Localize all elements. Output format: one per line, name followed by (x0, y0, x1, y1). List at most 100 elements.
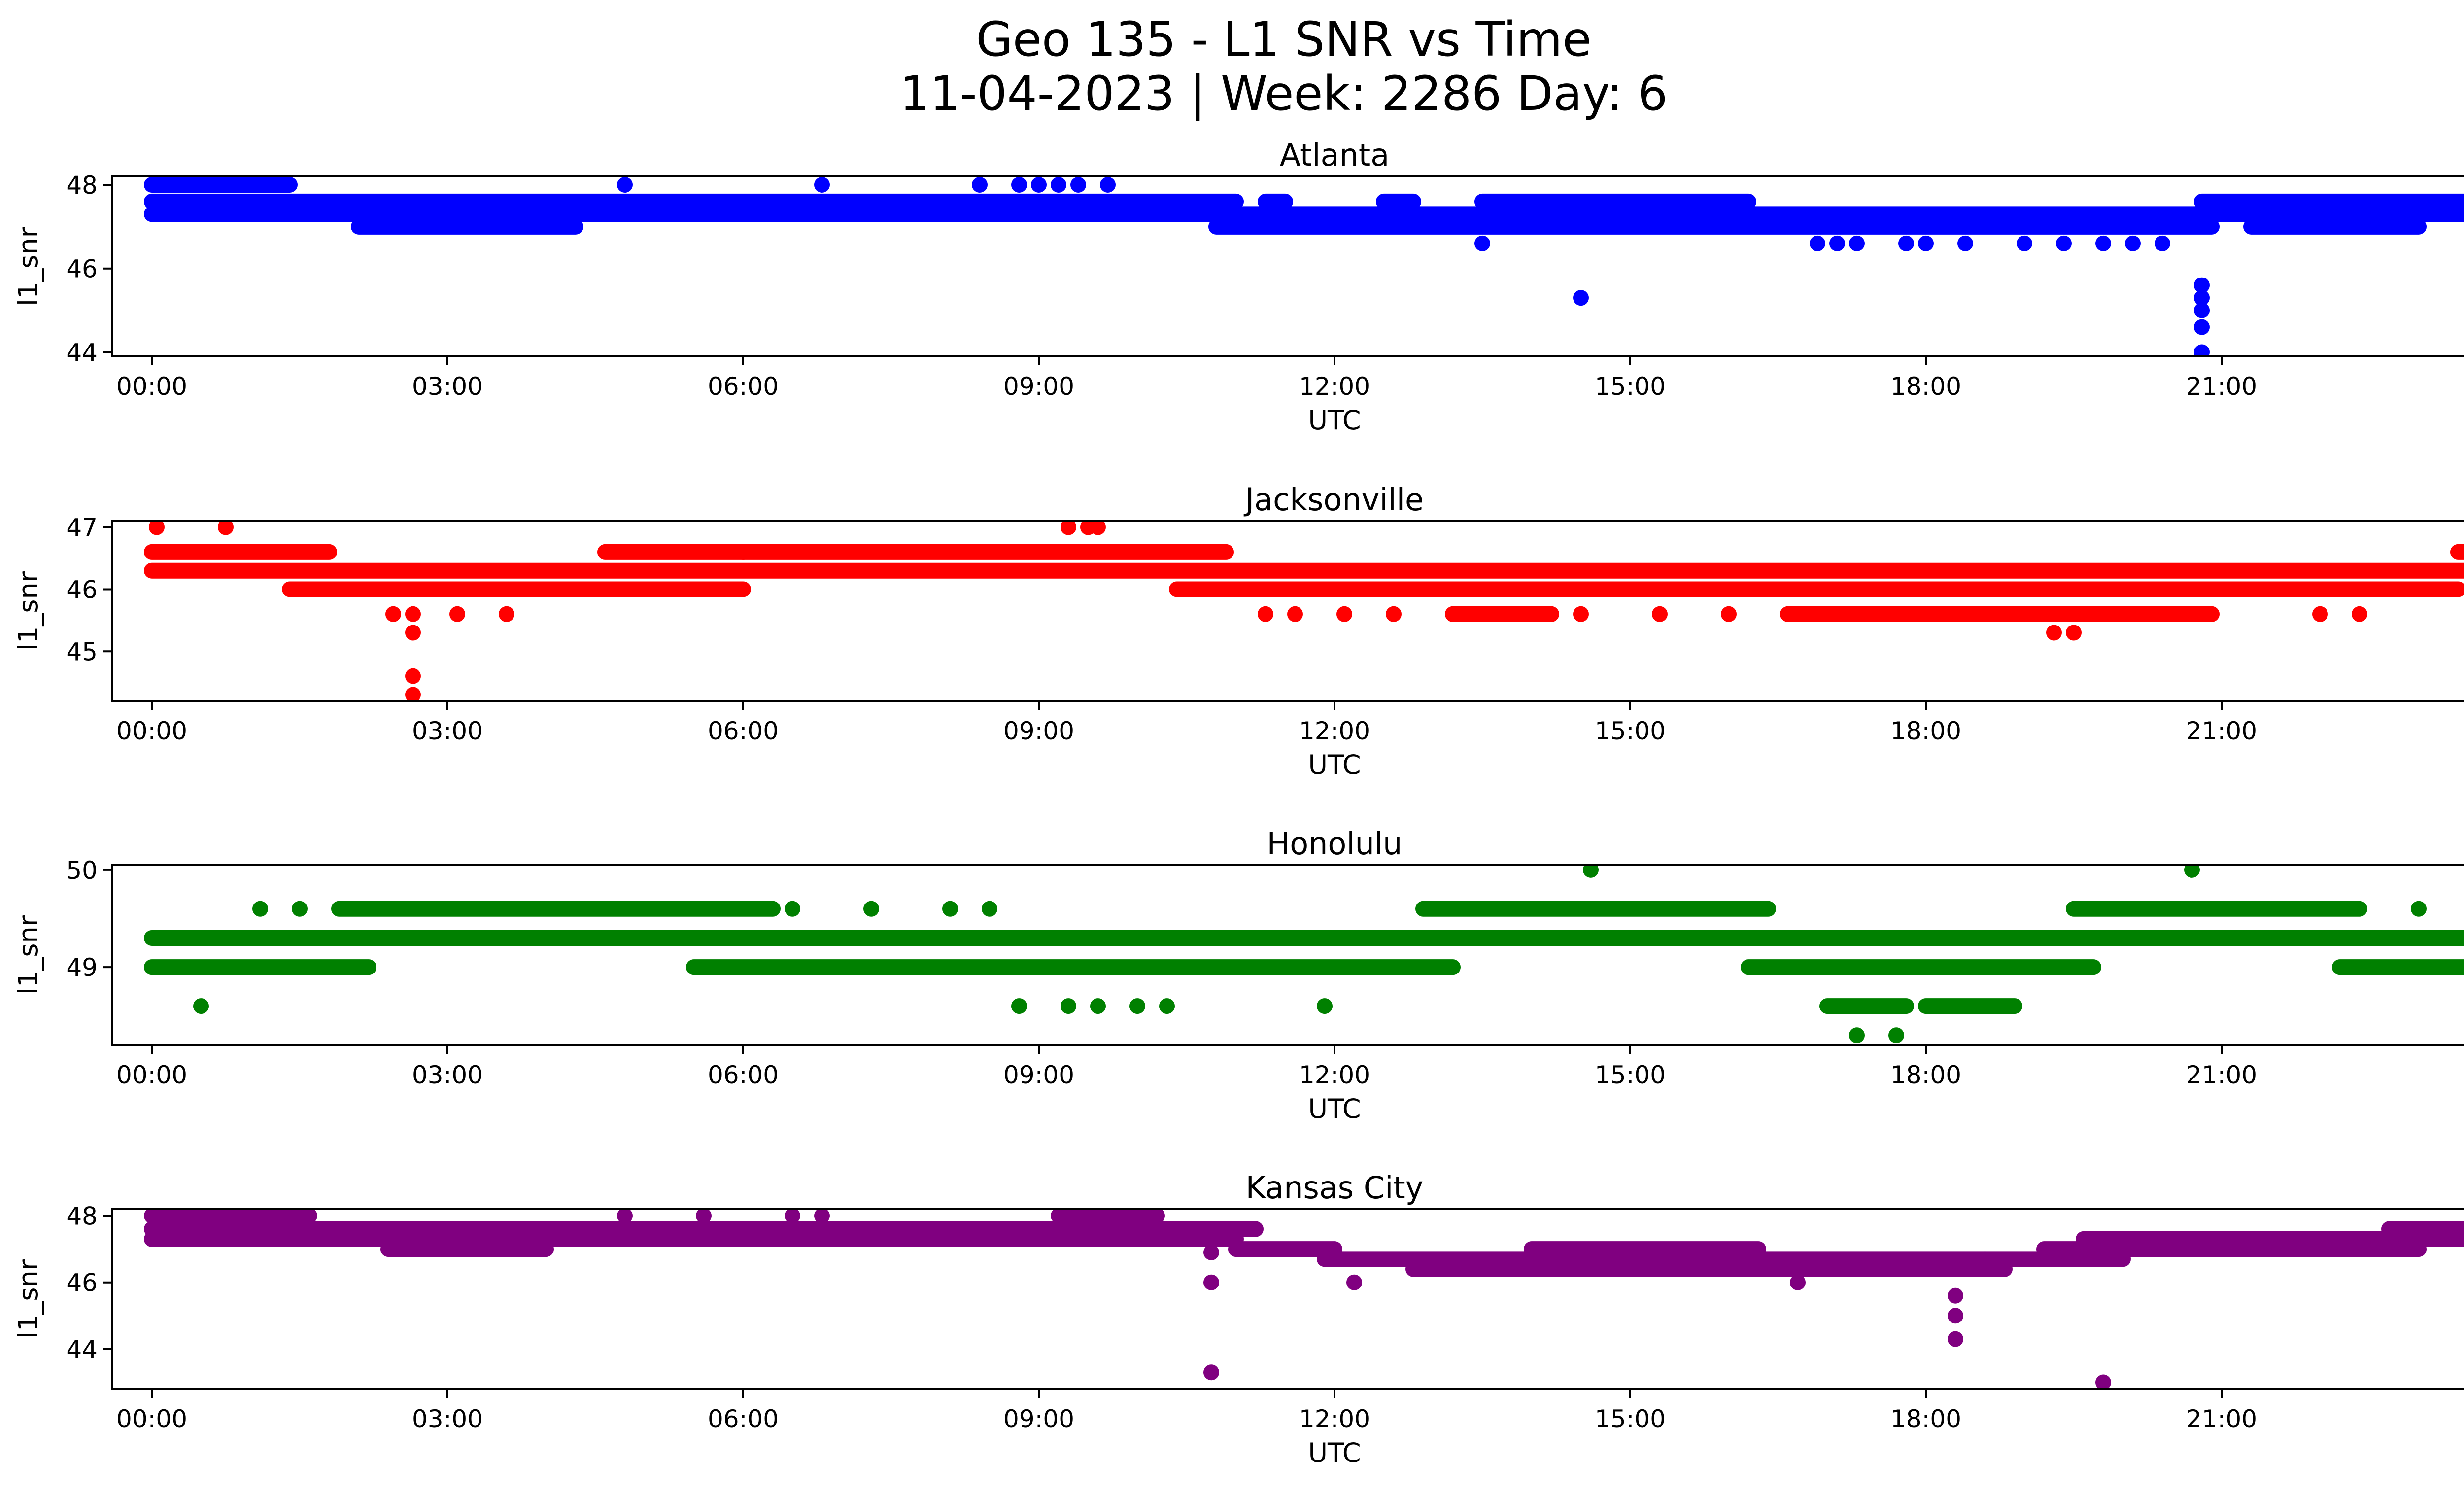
x-tick-label: 03:00 (412, 1405, 483, 1433)
data-point (1573, 606, 1589, 622)
data-point (1031, 176, 1047, 193)
data-point (405, 668, 421, 684)
data-point (1203, 1244, 1219, 1260)
point-run (1376, 193, 1421, 209)
data-point (814, 176, 830, 193)
x-tick-label: 06:00 (708, 1405, 779, 1433)
point-run (1918, 998, 2022, 1014)
point-run (1228, 1241, 1342, 1257)
x-tick-label: 18:00 (1890, 1405, 1961, 1433)
data-point (2352, 606, 2367, 622)
data-points (144, 176, 2464, 356)
data-point (1583, 865, 1599, 878)
data-point (1100, 176, 1116, 193)
x-tick-label: 15:00 (1595, 372, 1666, 401)
data-point (1287, 606, 1303, 622)
data-point (2194, 344, 2210, 356)
point-run (2450, 544, 2464, 560)
x-tick-label: 09:00 (1003, 717, 1074, 745)
figure-title-line2: 11-04-2023 | Week: 2286 Day: 6 (900, 66, 1668, 122)
data-point (2194, 319, 2210, 335)
y-tick-label: 45 (66, 637, 98, 666)
x-tick-label: 00:00 (116, 372, 187, 401)
data-point (1957, 235, 1973, 251)
subplot-title: Atlanta (1280, 137, 1389, 173)
data-point (292, 901, 308, 917)
subplot-jacksonville: Jacksonville 00:00 03:00 06:00 09:00 12:00 15:… (13, 482, 2464, 780)
data-point (2184, 865, 2200, 878)
x-tick-label: 09:00 (1003, 1061, 1074, 1089)
x-tick-label: 12:00 (1299, 1405, 1370, 1433)
data-point (405, 625, 421, 641)
point-run (2066, 901, 2367, 917)
data-point (405, 687, 421, 701)
y-axis-label: l1_snr (13, 226, 44, 306)
point-run (2194, 193, 2464, 209)
point-run (144, 1209, 317, 1224)
point-run (1415, 901, 1776, 917)
point-run (144, 206, 2464, 222)
data-point (149, 521, 165, 535)
subplot-title: Kansas City (1246, 1170, 1424, 1206)
subplot-atlanta: Atlanta 00:00 03:00 06:00 09:00 12:00 15:00 18:… (13, 137, 2464, 436)
data-points (144, 1209, 2464, 1389)
data-point (972, 176, 988, 193)
data-point (1790, 1274, 1806, 1290)
y-axis-label: l1_snr (13, 915, 44, 995)
data-point (2056, 235, 2072, 251)
x-tick-label: 18:00 (1890, 1061, 1961, 1089)
data-point (1652, 606, 1668, 622)
x-tick-label: 09:00 (1003, 1405, 1074, 1433)
x-tick-label: 00:00 (116, 1405, 187, 1433)
subplots: Atlanta 00:00 03:00 06:00 09:00 12:00 15:00 18:… (13, 137, 2464, 1468)
point-run (144, 1231, 1244, 1247)
y-tick-label: 48 (66, 171, 98, 200)
data-point (617, 176, 633, 193)
x-tick-label: 00:00 (116, 717, 187, 745)
point-run (2243, 218, 2427, 235)
point-run (1819, 998, 1914, 1014)
x-tick-label: 15:00 (1595, 1405, 1666, 1433)
y-tick-label: 44 (66, 1335, 98, 1364)
point-run (380, 1241, 554, 1257)
data-point (2017, 235, 2032, 251)
data-point (252, 901, 268, 917)
y-tick-label: 50 (66, 856, 98, 885)
data-point (1011, 998, 1027, 1014)
point-run (1208, 218, 2220, 235)
y-tick-label: 46 (66, 575, 98, 604)
data-point (1573, 290, 1589, 306)
data-point (2046, 625, 2062, 641)
data-point (814, 1209, 830, 1224)
data-point (1129, 998, 1145, 1014)
x-tick-label: 12:00 (1299, 1061, 1370, 1089)
data-point (1070, 176, 1086, 193)
point-run (351, 218, 583, 235)
x-axis-label: UTC (1308, 749, 1361, 780)
data-point (385, 606, 401, 622)
data-point (2194, 302, 2210, 318)
data-point (863, 901, 879, 917)
point-run (1445, 606, 1559, 622)
data-point (785, 901, 800, 917)
subplot-title: Jacksonville (1243, 482, 1424, 518)
data-point (2066, 625, 2082, 641)
x-axis-label: UTC (1308, 1093, 1361, 1124)
data-point (2312, 606, 2328, 622)
data-point (1849, 235, 1865, 251)
point-run (1780, 606, 2220, 622)
x-tick-label: 15:00 (1595, 717, 1666, 745)
point-run (1169, 581, 2464, 597)
data-point (982, 901, 997, 917)
data-point (2194, 290, 2210, 306)
subplot-title: Honolulu (1267, 826, 1403, 862)
y-tick-label: 46 (66, 255, 98, 283)
point-run (1977, 1251, 2131, 1267)
point-run (144, 544, 337, 560)
data-point (1051, 176, 1066, 193)
data-point (449, 606, 465, 622)
x-tick-label: 09:00 (1003, 372, 1074, 401)
point-run (331, 901, 781, 917)
x-tick-label: 18:00 (1890, 372, 1961, 401)
